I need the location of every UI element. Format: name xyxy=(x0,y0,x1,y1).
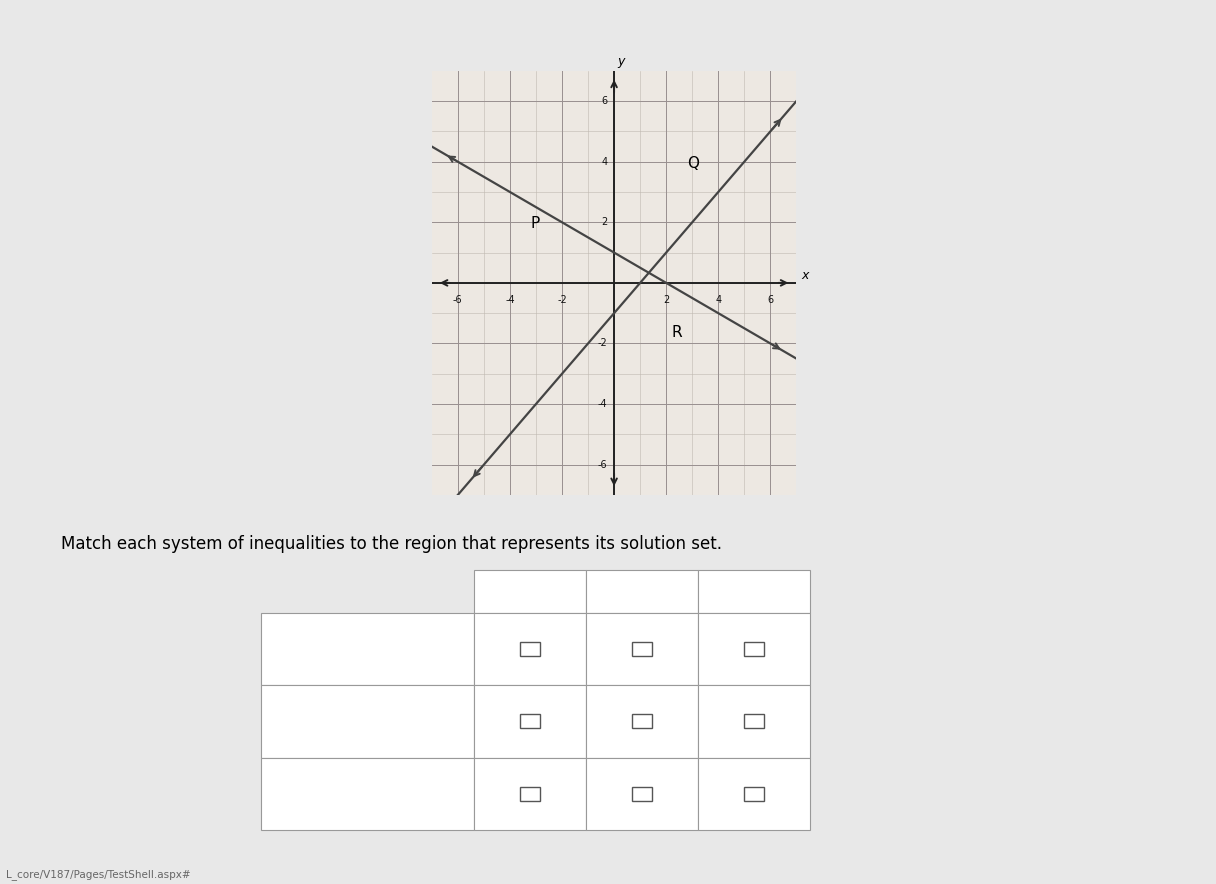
Text: Region R: Region R xyxy=(721,585,787,598)
Text: Match each system of inequalities to the region that represents its solution set: Match each system of inequalities to the… xyxy=(61,535,722,552)
Text: -6: -6 xyxy=(598,460,608,469)
Text: 6: 6 xyxy=(767,295,773,305)
Text: x − y > 1: x − y > 1 xyxy=(276,632,339,644)
Text: L_core/V187/Pages/TestShell.aspx#: L_core/V187/Pages/TestShell.aspx# xyxy=(6,869,191,880)
Text: -2: -2 xyxy=(557,295,567,305)
Text: Q: Q xyxy=(687,156,699,171)
Text: x − y < 1: x − y < 1 xyxy=(276,705,339,717)
Text: R: R xyxy=(671,325,682,340)
Text: y > −½x + 1: y > −½x + 1 xyxy=(276,804,364,816)
Text: -4: -4 xyxy=(505,295,514,305)
Text: 2: 2 xyxy=(663,295,669,305)
Text: -6: -6 xyxy=(452,295,462,305)
Text: 2: 2 xyxy=(602,217,608,227)
Text: Region P: Region P xyxy=(497,585,563,598)
Text: Region Q: Region Q xyxy=(608,585,676,598)
Text: y: y xyxy=(617,55,624,68)
Text: P: P xyxy=(530,217,540,232)
Text: 4: 4 xyxy=(715,295,721,305)
Text: x: x xyxy=(801,269,809,282)
Text: x − y < 1: x − y < 1 xyxy=(276,777,339,789)
Text: 4: 4 xyxy=(602,156,608,167)
Text: y < −½x + 1: y < −½x + 1 xyxy=(276,659,364,671)
Text: y < −½x + 1: y < −½x + 1 xyxy=(276,731,364,743)
Text: 6: 6 xyxy=(602,96,608,106)
Text: -2: -2 xyxy=(598,339,608,348)
Text: -4: -4 xyxy=(598,399,608,409)
